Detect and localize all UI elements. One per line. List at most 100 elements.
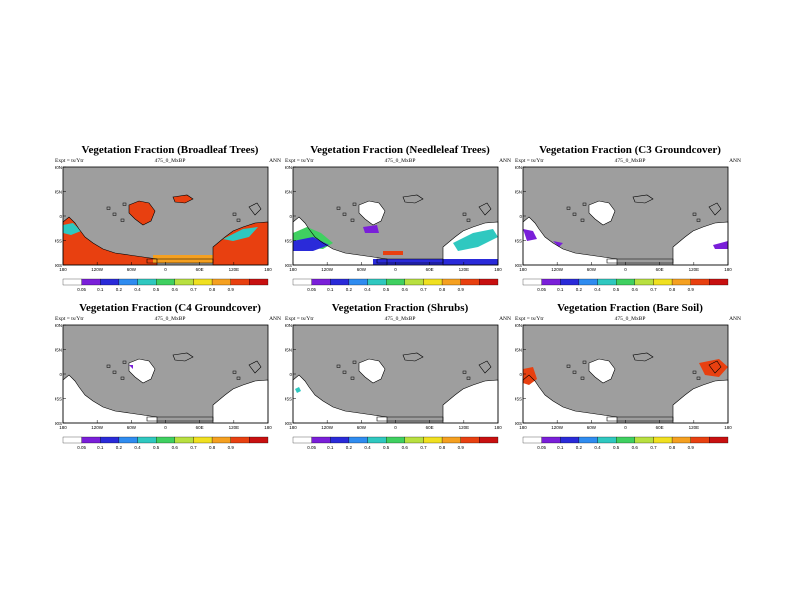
island-outline — [342, 212, 347, 216]
island-outline — [582, 360, 587, 364]
colorbar-label: 0.8 — [669, 445, 676, 450]
colorbar-swatch — [100, 436, 120, 444]
island-outline — [112, 370, 117, 374]
lon-tick-label: 120E — [459, 425, 470, 430]
colorbar-swatch — [597, 436, 617, 444]
lon-tick-label: 0 — [394, 425, 397, 430]
colorbar-swatch — [616, 436, 635, 444]
coastline — [292, 374, 388, 424]
vegetation-region — [553, 241, 563, 247]
lat-tick-label: 90N — [515, 324, 522, 328]
lon-tick-label: 180 — [289, 425, 297, 430]
colorbar-swatch — [597, 278, 617, 286]
island-outline — [572, 212, 577, 216]
vegetation-region — [673, 380, 728, 423]
lon-tick-label: 60E — [426, 267, 434, 272]
colorbar-label: 0.05 — [307, 287, 316, 292]
island-outline — [352, 202, 357, 206]
map-panel-bare-soil: Vegetation Fraction (Bare Soil) Expt = t… — [515, 302, 745, 472]
expt-label: Expt = ts/Ytr — [55, 158, 84, 164]
colorbar-swatch — [541, 436, 561, 444]
colorbar-swatch — [653, 278, 673, 286]
colorbar-swatch — [311, 278, 331, 286]
colorbar-swatch — [193, 436, 213, 444]
lon-tick-label: 0 — [624, 267, 627, 272]
lat-tick-label: 90N — [55, 324, 62, 328]
colorbar-label: 0.4 — [594, 445, 601, 450]
expt-label: Expt = ts/Ytr — [285, 158, 314, 164]
lon-tick-label: 60E — [656, 267, 664, 272]
run-label: 475_0_MxBP — [384, 316, 416, 322]
colorbar-label: 0.8 — [439, 287, 446, 292]
lon-tick-label: 180 — [724, 267, 732, 272]
lon-tick-label: 60W — [127, 425, 137, 430]
colorbar-label: 0.7 — [190, 445, 197, 450]
colorbar-label: 0.9 — [228, 287, 235, 292]
colorbar-label: 0.2 — [346, 287, 353, 292]
lon-tick-label: 180 — [724, 425, 732, 430]
lon-tick-label: 120E — [689, 425, 700, 430]
lat-tick-label: 0 — [59, 214, 62, 219]
island-outline — [466, 376, 471, 380]
lon-tick-label: 180 — [59, 425, 67, 430]
map-plot: 90N45N045S90S180120W60W060E120E1800.050.… — [515, 166, 732, 292]
island-outline — [120, 218, 125, 222]
lat-tick-label: 0 — [519, 372, 522, 377]
colorbar-label: 0.4 — [364, 287, 371, 292]
colorbar-swatch — [671, 436, 691, 444]
colorbar-label: 0.9 — [458, 287, 465, 292]
lat-tick-label: 0 — [289, 214, 292, 219]
coastline — [708, 202, 722, 216]
lat-tick-label: 45N — [515, 190, 522, 195]
lat-tick-label: 90N — [515, 166, 522, 170]
coastline — [632, 194, 654, 204]
lon-tick-label: 120E — [459, 267, 470, 272]
coastline — [588, 358, 616, 384]
colorbar-label: 0.7 — [650, 287, 657, 292]
colorbar-swatch — [174, 436, 194, 444]
lon-tick-label: 120E — [229, 425, 240, 430]
colorbar-swatch — [522, 436, 542, 444]
vegetation-region — [293, 217, 387, 265]
coastline — [606, 258, 674, 264]
island-outline — [566, 206, 571, 210]
coastline — [478, 202, 492, 216]
run-label: 475_0_MxBP — [154, 158, 186, 164]
colorbar-swatch — [211, 278, 231, 286]
colorbar-label: 0.7 — [420, 445, 427, 450]
lon-tick-label: 120W — [91, 267, 104, 272]
colorbar-swatch — [100, 278, 120, 286]
lon-tick-label: 0 — [394, 267, 397, 272]
coastline — [146, 258, 214, 264]
colorbar-swatch — [653, 436, 673, 444]
colorbar-swatch — [709, 278, 729, 286]
coastline — [376, 416, 444, 422]
island-outline — [350, 218, 355, 222]
colorbar-swatch — [330, 436, 350, 444]
panel-title: Vegetation Fraction (Broadleaf Trees) — [81, 144, 259, 156]
lon-tick-label: 120W — [91, 425, 104, 430]
colorbar-swatch — [423, 278, 443, 286]
lat-tick-label: 45S — [285, 239, 292, 244]
colorbar-label: 0.9 — [688, 287, 695, 292]
lon-tick-label: 60W — [587, 425, 597, 430]
vegetation-region — [673, 222, 728, 265]
island-outline — [352, 360, 357, 364]
colorbar-swatch — [118, 436, 138, 444]
colorbar-swatch — [522, 278, 542, 286]
coastline — [376, 258, 444, 264]
colorbar-swatch — [81, 278, 101, 286]
colorbar-swatch — [330, 278, 350, 286]
coastline — [248, 202, 262, 216]
season-label: ANN — [269, 158, 281, 164]
colorbar-swatch — [560, 436, 580, 444]
island-outline — [122, 202, 127, 206]
coastline — [62, 216, 158, 266]
colorbar-label: 0.4 — [594, 287, 601, 292]
island-outline — [106, 206, 111, 210]
run-label: 475_0_MxBP — [614, 316, 646, 322]
colorbar-swatch — [230, 436, 250, 444]
vegetation-region — [713, 241, 728, 249]
colorbar-label: 0.7 — [650, 445, 657, 450]
colorbar-swatch — [230, 278, 250, 286]
